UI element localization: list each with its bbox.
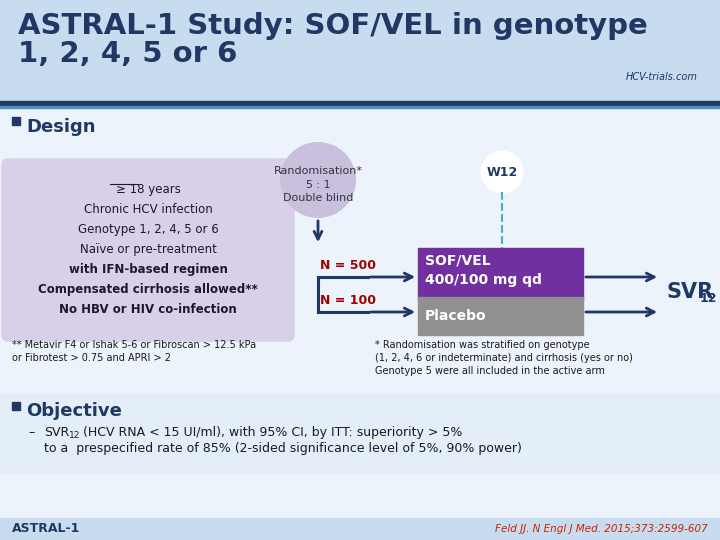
Text: N = 500: N = 500 (320, 259, 376, 272)
Circle shape (482, 152, 522, 192)
Text: Feld JJ. N Engl J Med. 2015;373:2599-607: Feld JJ. N Engl J Med. 2015;373:2599-607 (495, 524, 708, 534)
Text: ASTRAL-1: ASTRAL-1 (12, 523, 81, 536)
Text: (1, 2, 4, 6 or indeterminate) and cirrhosis (yes or no): (1, 2, 4, 6 or indeterminate) and cirrho… (375, 353, 633, 363)
Bar (0, 394, 720, 472)
Text: with IFN-based regimen: with IFN-based regimen (68, 263, 228, 276)
Text: Placebo: Placebo (425, 309, 487, 323)
Text: Objective: Objective (26, 402, 122, 420)
FancyBboxPatch shape (2, 159, 294, 341)
Bar (12, 117, 20, 125)
Text: N = 100: N = 100 (320, 294, 376, 307)
Text: Chronic HCV infection: Chronic HCV infection (84, 203, 212, 216)
Text: SVR: SVR (666, 282, 713, 302)
Bar (0, 106, 720, 108)
Text: 12: 12 (69, 431, 81, 440)
Text: * Randomisation was stratified on genotype: * Randomisation was stratified on genoty… (375, 340, 590, 350)
Text: Naïve or pre-treatment: Naïve or pre-treatment (80, 243, 217, 256)
Text: SOF/VEL
400/100 mg qd: SOF/VEL 400/100 mg qd (425, 254, 542, 287)
Bar (0, 101, 720, 106)
Text: –: – (28, 426, 35, 439)
Text: Randomisation*
5 : 1
Double blind: Randomisation* 5 : 1 Double blind (274, 166, 362, 203)
Text: 12: 12 (700, 292, 718, 305)
Bar (0, 518, 720, 540)
Circle shape (280, 142, 356, 218)
Text: or Fibrotest > 0.75 and APRI > 2: or Fibrotest > 0.75 and APRI > 2 (12, 353, 171, 363)
Bar (0, 106, 720, 518)
Text: (HCV RNA < 15 UI/ml), with 95% CI, by ITT: superiority > 5%: (HCV RNA < 15 UI/ml), with 95% CI, by IT… (79, 426, 462, 439)
Text: No HBV or HIV co-infection: No HBV or HIV co-infection (59, 303, 237, 316)
Bar (418, 248, 583, 300)
Text: Genotype 1, 2, 4, 5 or 6: Genotype 1, 2, 4, 5 or 6 (78, 223, 218, 236)
Text: 1, 2, 4, 5 or 6: 1, 2, 4, 5 or 6 (18, 40, 238, 68)
Text: ASTRAL-1 Study: SOF/VEL in genotype: ASTRAL-1 Study: SOF/VEL in genotype (18, 12, 648, 40)
Bar (418, 297, 583, 335)
Text: SVR: SVR (44, 426, 69, 439)
Text: W12: W12 (487, 165, 518, 179)
Text: ** Metavir F4 or Ishak 5-6 or Fibroscan > 12.5 kPa: ** Metavir F4 or Ishak 5-6 or Fibroscan … (12, 340, 256, 350)
Text: HCV-trials.com: HCV-trials.com (626, 72, 698, 82)
Text: ≥ 18 years: ≥ 18 years (116, 183, 181, 196)
Text: Compensated cirrhosis allowed**: Compensated cirrhosis allowed** (38, 283, 258, 296)
Text: to a  prespecified rate of 85% (2-sided significance level of 5%, 90% power): to a prespecified rate of 85% (2-sided s… (44, 442, 522, 455)
Text: Genotype 5 were all included in the active arm: Genotype 5 were all included in the acti… (375, 366, 605, 376)
Bar (0, 0, 720, 100)
Bar (12, 402, 20, 410)
Text: Design: Design (26, 118, 96, 136)
